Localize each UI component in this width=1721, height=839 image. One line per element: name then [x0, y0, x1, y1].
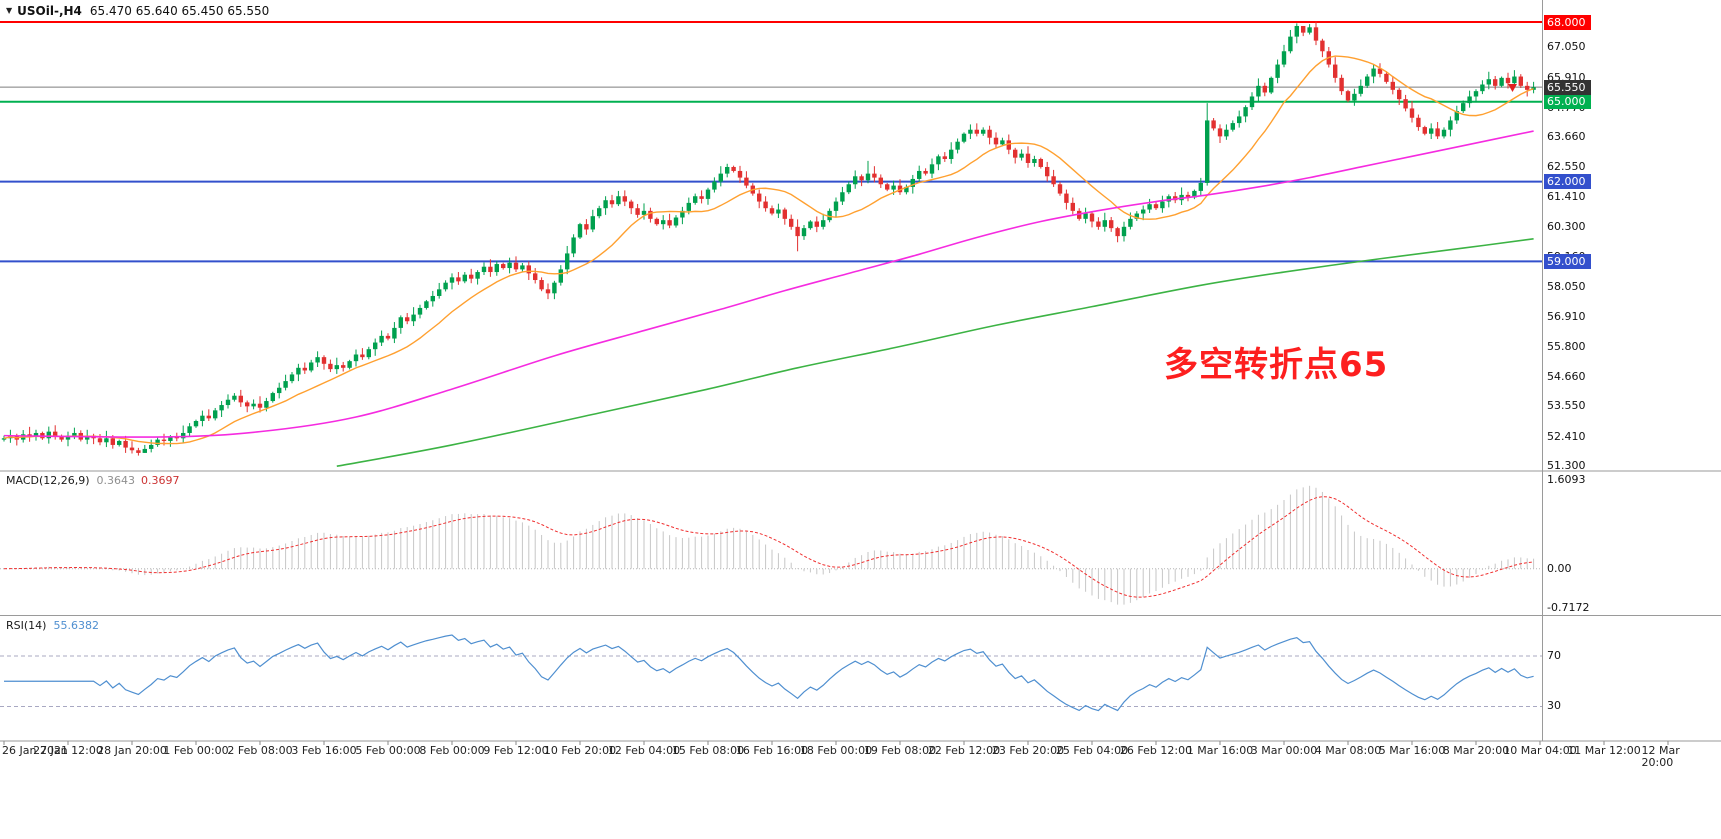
horizontal-level-lines [0, 21, 1542, 263]
time-axis-label: 2 Feb 08:00 [227, 744, 293, 757]
price-axis-label: 62.550 [1547, 159, 1586, 173]
time-axis-label: 10 Feb 20:00 [543, 744, 617, 757]
candlestick-series [1, 21, 1536, 456]
price-axis-label: 58.050 [1547, 279, 1586, 293]
time-axis-label: 11 Mar 12:00 [1567, 744, 1641, 757]
price-level-badge-59000: 59.000 [1544, 253, 1591, 269]
macd-name: MACD(12,26,9) [6, 474, 90, 487]
price-axis-label: 60.300 [1547, 219, 1586, 233]
price-axis-label: 61.410 [1547, 190, 1586, 204]
rsi-axis-label: 30 [1547, 699, 1561, 713]
time-axis-label: 1 Feb 00:00 [163, 744, 229, 757]
time-axis-label: 23 Feb 20:00 [991, 744, 1065, 757]
price-marker-arrow [1508, 84, 1517, 92]
time-axis-label: 28 Jan 20:00 [97, 744, 167, 757]
macd-axis-label: 0.00 [1547, 561, 1572, 575]
time-axis-label: 1 Mar 16:00 [1186, 744, 1254, 757]
macd-signal-value: 0.3697 [141, 474, 180, 487]
price-axis-label: 56.910 [1547, 309, 1586, 323]
macd-signal-line [3, 496, 1534, 598]
current-price-badge: 65.550 [1544, 79, 1591, 95]
ma-slow-line [336, 237, 1534, 468]
rsi-levels [0, 655, 1542, 707]
ohlc-values: 65.470 65.640 65.450 65.550 [89, 4, 270, 18]
time-axis-label: 3 Feb 16:00 [291, 744, 357, 757]
time-axis-label: 15 Feb 08:00 [671, 744, 745, 757]
price-axis-label: 55.800 [1547, 339, 1586, 353]
time-axis-label: 12 Feb 04:00 [607, 744, 681, 757]
time-axis-label: 5 Mar 16:00 [1378, 744, 1446, 757]
macd-axis-label: 1.6093 [1547, 472, 1586, 486]
symbol-period-label: USOil-,H4 [17, 4, 82, 18]
annotation-text: 多空转折点65 [1164, 345, 1389, 385]
time-axis-label: 26 Jan 2021 [2, 744, 68, 757]
time-axis-label: 16 Feb 16:00 [735, 744, 809, 757]
time-axis-label: 19 Feb 08:00 [863, 744, 937, 757]
macd-main-value: 0.3643 [96, 474, 136, 487]
ma-medium-line [3, 130, 1534, 438]
price-level-badge-68000: 68.000 [1544, 14, 1591, 30]
expander-icon[interactable]: ▼ [6, 6, 13, 15]
time-axis-ticks [3, 741, 1669, 745]
price-axis-label: 54.660 [1547, 369, 1586, 383]
price-axis-label: 67.050 [1547, 40, 1586, 54]
time-axis-label: 3 Mar 00:00 [1250, 744, 1318, 757]
rsi-line [4, 634, 1534, 712]
time-axis-label: 25 Feb 04:00 [1055, 744, 1129, 757]
rsi-value: 55.6382 [53, 619, 99, 632]
price-level-badge-65000: 65.000 [1544, 94, 1591, 110]
macd-axis-label: -0.7172 [1547, 601, 1590, 615]
time-axis-label: 5 Feb 00:00 [355, 744, 421, 757]
price-axis-label: 53.550 [1547, 399, 1586, 413]
price-axis-label: 63.660 [1547, 130, 1586, 144]
time-axis-label: 12 Mar 20:00 [1641, 744, 1680, 769]
time-axis-label: 26 Feb 12:00 [1119, 744, 1193, 757]
chart-title: ▼ USOil-,H4 65.470 65.640 65.450 65.550 [6, 4, 269, 18]
rsi-axis-label: 70 [1547, 649, 1561, 663]
macd-indicator-label: MACD(12,26,9) 0.3643 0.3697 [6, 474, 180, 487]
ma-fast-line [3, 55, 1534, 445]
time-axis-label: 27 Jan 12:00 [33, 744, 103, 757]
rsi-name: RSI(14) [6, 619, 47, 632]
rsi-indicator-label: RSI(14) 55.6382 [6, 619, 99, 632]
time-axis-label: 4 Mar 08:00 [1314, 744, 1382, 757]
time-axis-label: 8 Mar 20:00 [1442, 744, 1510, 757]
time-axis-label: 10 Mar 04:00 [1503, 744, 1577, 757]
price-axis-label: 51.300 [1547, 459, 1586, 473]
macd-histogram [0, 485, 1542, 605]
panel-separators [0, 0, 1721, 742]
time-axis-label: 18 Feb 00:00 [799, 744, 873, 757]
time-axis-label: 8 Feb 00:00 [419, 744, 485, 757]
time-axis-label: 9 Feb 12:00 [483, 744, 549, 757]
time-axis-label: 22 Feb 12:00 [927, 744, 1001, 757]
price-axis-label: 52.410 [1547, 429, 1586, 443]
price-level-badge-62000: 62.000 [1544, 174, 1591, 190]
